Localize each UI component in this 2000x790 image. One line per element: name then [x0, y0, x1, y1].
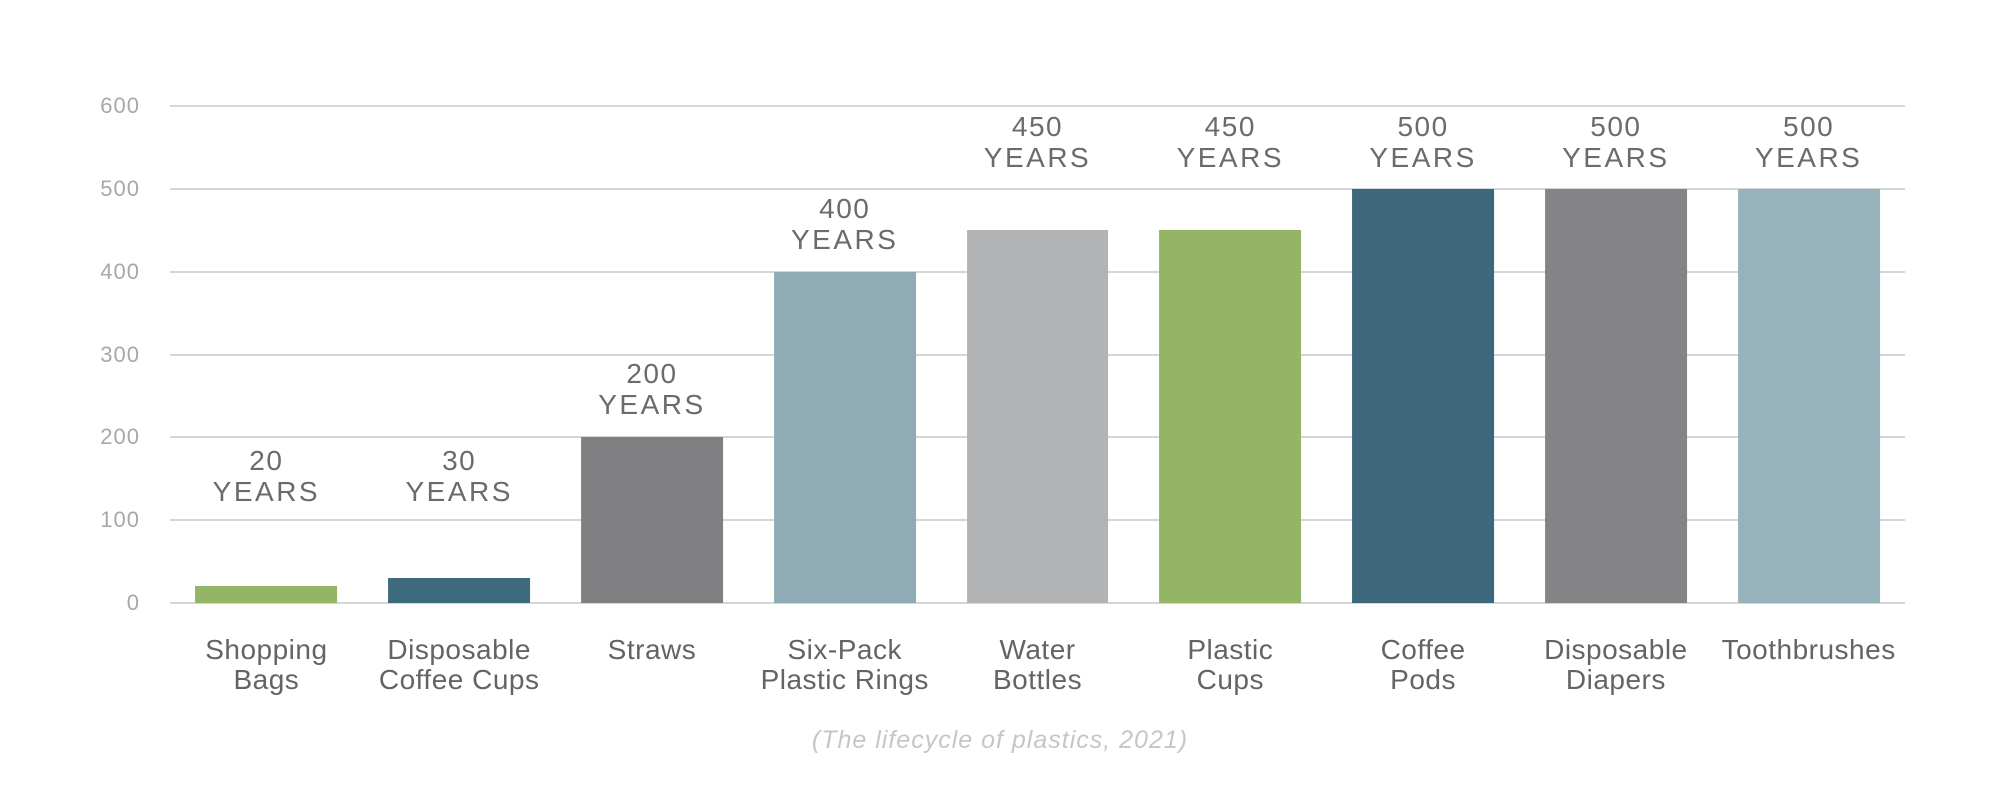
- bar-value-label: 500 YEARS: [1481, 111, 1751, 173]
- bar: [581, 437, 723, 603]
- bar: [1737, 188, 1880, 603]
- bar-column-2: 30 YEARS Disposable Coffee Cups: [363, 106, 556, 695]
- value-number: 450: [1011, 111, 1064, 142]
- bar-value-label: 30 YEARS: [324, 445, 594, 507]
- value-unit: YEARS: [212, 476, 321, 507]
- category-line: Toothbrushes: [1721, 634, 1896, 665]
- category-line: Diapers: [1565, 664, 1666, 695]
- y-axis-tick-label-100: 100: [100, 507, 140, 533]
- bar: [966, 230, 1109, 603]
- value-number: 30: [442, 445, 477, 476]
- category-line: Coffee: [1380, 634, 1466, 665]
- bar-value-label: 400 YEARS: [710, 193, 980, 255]
- bar: [1352, 188, 1495, 603]
- category-line: Disposable: [387, 634, 531, 665]
- category-line: Straws: [607, 634, 697, 665]
- bar-category-label: Water Bottles: [922, 635, 1153, 695]
- category-line: Coffee Cups: [378, 664, 540, 695]
- y-axis-tick-label-300: 300: [100, 341, 140, 367]
- bar-column-4: 400 YEARS Six-Pack Plastic Rings: [748, 106, 941, 695]
- bar-column-9: 500 YEARS Toothbrushes: [1712, 106, 1905, 665]
- bar-column-3: 200 YEARS Straws: [556, 106, 749, 665]
- bar-category-label: Plastic Cups: [1115, 635, 1346, 695]
- y-axis-tick-label-400: 400: [100, 258, 140, 284]
- bar-column-6: 450 YEARS Plastic Cups: [1134, 106, 1327, 695]
- y-axis-tick-label-600: 600: [100, 93, 140, 118]
- category-line: Shopping: [205, 634, 328, 665]
- value-unit: YEARS: [791, 224, 899, 255]
- bar-row: 20 YEARS Shopping Bags 30 YEARS Disposable Coff…: [170, 106, 1905, 695]
- value-unit: YEARS: [983, 142, 1092, 173]
- gridline-600: [170, 105, 1905, 107]
- bar-category-label: Toothbrushes: [1693, 635, 1924, 665]
- bar-category-label: Disposable Coffee Cups: [344, 635, 575, 695]
- bar-category-label: Six-Pack Plastic Rings: [729, 635, 960, 695]
- category-line: Plastic: [1187, 634, 1274, 665]
- category-line: Pods: [1390, 664, 1456, 695]
- bar-column-1: 20 YEARS Shopping Bags: [170, 106, 363, 695]
- bar: [388, 578, 531, 603]
- bar: [195, 586, 338, 603]
- category-line: Cups: [1196, 664, 1264, 695]
- bar-category-label: Coffee Pods: [1307, 635, 1538, 695]
- bar: [1159, 230, 1302, 603]
- value-unit: YEARS: [1562, 142, 1670, 173]
- gridline-0: [170, 602, 1905, 604]
- value-unit: YEARS: [405, 476, 513, 507]
- bar-column-5: 450 YEARS Water Bottles: [941, 106, 1134, 695]
- category-line: Disposable: [1544, 634, 1688, 665]
- value-number: 400: [819, 193, 871, 224]
- bar-category-label: Disposable Diapers: [1500, 635, 1731, 695]
- category-line: Bags: [233, 664, 300, 695]
- category-line: Six-Pack: [787, 634, 902, 665]
- value-number: 500: [1590, 111, 1642, 142]
- bar: [1544, 188, 1687, 603]
- gridline-500: [170, 187, 1905, 190]
- plot-area: 600 500 400 300 200 100 0 20 YEARS Shopping Bags 3…: [100, 93, 1905, 695]
- y-axis-tick-label-500: 500: [100, 175, 140, 201]
- chart-caption: (The lifecycle of plastics, 2021): [811, 726, 1189, 754]
- category-line: Plastic Rings: [760, 664, 929, 695]
- bar-category-label: Shopping Bags: [151, 635, 382, 695]
- y-axis-tick-label-0: 0: [126, 590, 140, 615]
- y-axis-tick-label-200: 200: [100, 424, 140, 450]
- bar-value-label: 20 YEARS: [131, 445, 401, 507]
- value-number: 450: [1204, 111, 1256, 142]
- bar-value-label: 450 YEARS: [903, 111, 1173, 173]
- bar-value-label: 500 YEARS: [1674, 111, 1944, 173]
- bar-column-7: 500 YEARS Coffee Pods: [1327, 106, 1520, 695]
- bar-value-label: 200 YEARS: [517, 358, 787, 420]
- value-number: 20: [249, 445, 284, 476]
- bar: [773, 271, 916, 603]
- bar-column-8: 500 YEARS Disposable Diapers: [1519, 106, 1712, 695]
- category-line: Bottles: [992, 664, 1083, 695]
- bar-value-label: 500 YEARS: [1288, 111, 1558, 173]
- value-unit: YEARS: [598, 389, 706, 420]
- value-number: 500: [1397, 111, 1449, 142]
- category-line: Water: [999, 634, 1076, 665]
- value-unit: YEARS: [1369, 142, 1477, 173]
- bar-value-label: 450 YEARS: [1095, 111, 1365, 173]
- bar-category-label: Straws: [536, 635, 767, 665]
- value-number: 500: [1783, 111, 1835, 142]
- value-unit: YEARS: [1176, 142, 1285, 173]
- value-unit: YEARS: [1754, 142, 1863, 173]
- value-number: 200: [626, 358, 678, 389]
